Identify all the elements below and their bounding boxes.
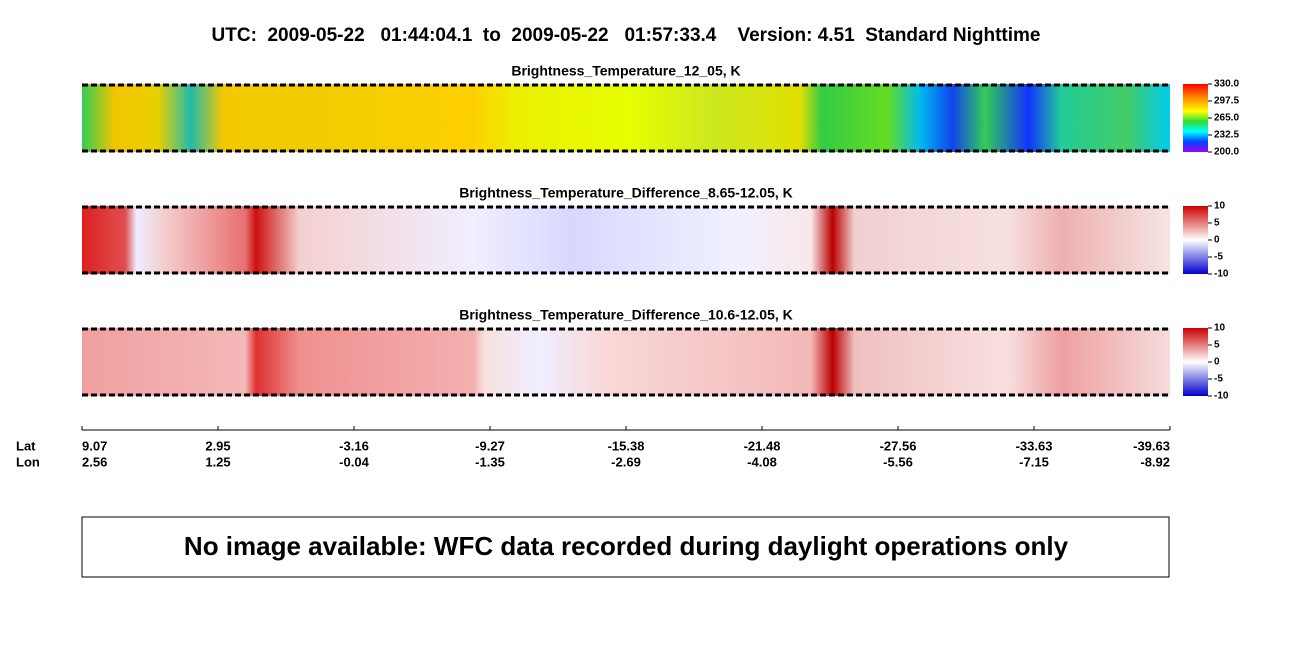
colorbar-label: 5 (1214, 218, 1220, 229)
lon-label: 2.56 (82, 454, 107, 469)
colorbar-label: 5 (1214, 340, 1220, 351)
colorbar-label: 10 (1214, 323, 1226, 334)
colorbar-label: 10 (1214, 201, 1226, 212)
colorbar-label: 200.0 (1214, 147, 1239, 158)
panel-title: Brightness_Temperature_Difference_8.65-1… (459, 185, 793, 201)
lon-label: -1.35 (475, 454, 505, 469)
panel-title: Brightness_Temperature_Difference_10.6-1… (459, 307, 793, 323)
axis-label: Lat (16, 438, 36, 453)
colorbar-label: -10 (1214, 391, 1229, 402)
lon-label: -7.15 (1019, 454, 1049, 469)
axis-label: Lon (16, 454, 40, 469)
message: No image available: WFC data recorded du… (184, 531, 1069, 561)
title: UTC: 2009-05-22 01:44:04.1 to 2009-05-22… (212, 25, 1041, 46)
lon-label: 1.25 (205, 454, 230, 469)
lat-label: -9.27 (475, 438, 505, 453)
image-strip (82, 206, 1170, 274)
lat-label: -15.38 (608, 438, 645, 453)
colorbar-label: 330.0 (1214, 79, 1239, 90)
lat-label: -3.16 (339, 438, 369, 453)
lon-label: -2.69 (611, 454, 641, 469)
image-strip (82, 84, 1170, 152)
lat-label: -21.48 (744, 438, 781, 453)
colorbar-label: 265.0 (1214, 113, 1239, 124)
colorbar-label: -5 (1214, 252, 1223, 263)
colorbar (1183, 206, 1208, 274)
colorbar-label: 0 (1214, 357, 1220, 368)
lat-label: -33.63 (1016, 438, 1053, 453)
colorbar-label: -10 (1214, 269, 1229, 280)
lat-label: -27.56 (880, 438, 917, 453)
colorbar (1183, 84, 1208, 152)
lon-label: -5.56 (883, 454, 913, 469)
lat-label: -39.63 (1133, 438, 1170, 453)
lon-label: -0.04 (339, 454, 369, 469)
lat-label: 9.07 (82, 438, 107, 453)
colorbar-label: -5 (1214, 374, 1223, 385)
message-box (81, 516, 1170, 578)
colorbar-label: 232.5 (1214, 130, 1239, 141)
image-strip (82, 328, 1170, 396)
lat-label: 2.95 (205, 438, 230, 453)
colorbar (1183, 328, 1208, 396)
panel-title: Brightness_Temperature_12_05, K (511, 63, 740, 79)
lon-label: -8.92 (1140, 454, 1170, 469)
colorbar-label: 297.5 (1214, 96, 1239, 107)
lon-label: -4.08 (747, 454, 777, 469)
colorbar-label: 0 (1214, 235, 1220, 246)
